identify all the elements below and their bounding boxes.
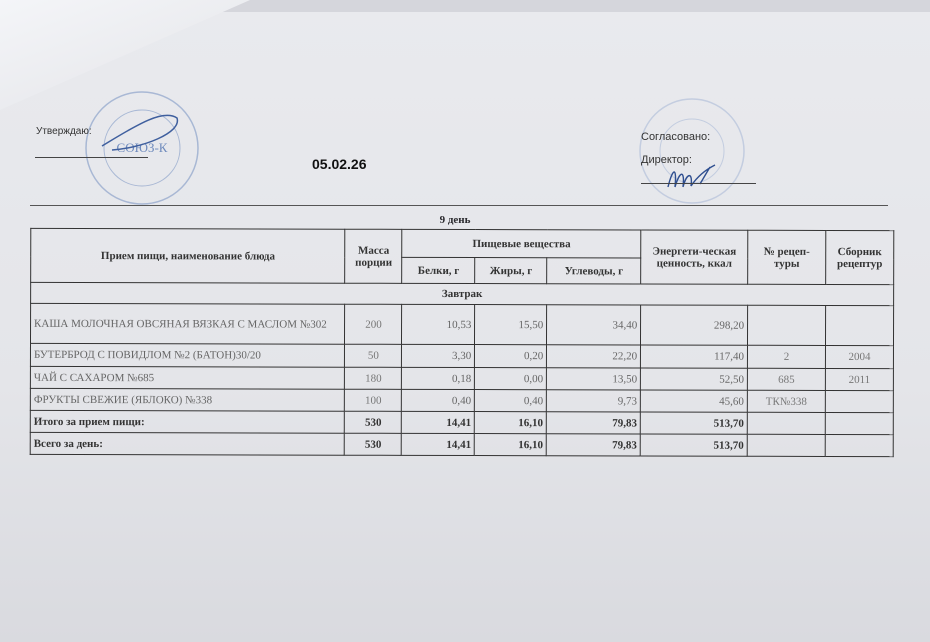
mass: 530 bbox=[344, 411, 402, 434]
collection bbox=[825, 412, 894, 435]
protein: 3,30 bbox=[401, 344, 475, 368]
carbs: 79,83 bbox=[546, 433, 641, 456]
carbs: 13,50 bbox=[546, 367, 641, 390]
carbs: 9,73 bbox=[546, 389, 641, 412]
dish-name: БУТЕРБРОД С ПОВИДЛОМ №2 (БАТОН)30/20 bbox=[30, 343, 345, 368]
carbs: 22,20 bbox=[546, 344, 641, 368]
protein: 14,41 bbox=[401, 411, 475, 434]
agreed-label: Согласовано: bbox=[641, 131, 711, 143]
mass: 200 bbox=[344, 304, 403, 345]
collection bbox=[825, 390, 894, 413]
energy: 298,20 bbox=[640, 304, 748, 346]
svg-text:СОЮЗ-К: СОЮЗ-К bbox=[117, 140, 168, 155]
collection bbox=[825, 434, 894, 457]
header-protein: Белки, г bbox=[402, 257, 476, 284]
carbs: 34,40 bbox=[546, 304, 641, 345]
day-total-label: Всего за день: bbox=[30, 432, 345, 456]
fat: 15,50 bbox=[474, 304, 547, 345]
header-fat: Жиры, г bbox=[474, 257, 547, 284]
dish-name: ЧАЙ С САХАРОМ №685 bbox=[30, 366, 345, 390]
recipe-no bbox=[747, 412, 826, 435]
menu-table: Прием пищи, наименование блюда Масса пор… bbox=[30, 228, 895, 457]
fat: 0,20 bbox=[474, 344, 547, 368]
header-energy: Энергети-ческая ценность, ккал bbox=[640, 229, 748, 285]
collection bbox=[825, 305, 894, 346]
page-edge bbox=[140, 0, 930, 12]
protein: 0,40 bbox=[401, 389, 475, 412]
protein: 10,53 bbox=[401, 304, 475, 345]
fat: 16,10 bbox=[474, 411, 547, 434]
header-name: Прием пищи, наименование блюда bbox=[30, 228, 346, 284]
protein: 14,41 bbox=[401, 433, 475, 456]
header-recipe-no: № рецеп-туры bbox=[747, 230, 826, 285]
carbs: 79,83 bbox=[546, 411, 641, 434]
director-label: Директор: bbox=[641, 154, 692, 166]
fat: 0,00 bbox=[474, 367, 547, 390]
header-collection: Сборник рецептур bbox=[825, 230, 894, 285]
table-row: ФРУКТЫ СВЕЖИЕ (ЯБЛОКО) №338 100 0,40 0,4… bbox=[30, 388, 894, 413]
dish-name: КАША МОЛОЧНАЯ ОВСЯНАЯ ВЯЗКАЯ С МАСЛОМ №3… bbox=[30, 303, 346, 345]
day-title: 9 день bbox=[439, 214, 471, 226]
header-mass: Масса порции bbox=[345, 229, 403, 284]
energy: 52,50 bbox=[640, 367, 748, 391]
table-row: БУТЕРБРОД С ПОВИДЛОМ №2 (БАТОН)30/20 50 … bbox=[30, 343, 894, 369]
collection: 2004 bbox=[825, 345, 894, 369]
mass: 100 bbox=[344, 389, 402, 412]
recipe-no bbox=[747, 434, 826, 457]
director-signature bbox=[667, 164, 716, 188]
mass: 50 bbox=[344, 344, 402, 368]
energy: 513,70 bbox=[640, 411, 748, 435]
mass: 530 bbox=[344, 433, 402, 456]
recipe-no: 685 bbox=[747, 368, 826, 391]
mass: 180 bbox=[344, 367, 402, 390]
meal-total-row: Итого за прием пищи: 530 14,41 16,10 79,… bbox=[30, 410, 894, 435]
fat: 0,40 bbox=[474, 389, 547, 412]
stamp-left: СОЮЗ-К bbox=[85, 91, 199, 205]
energy: 45,60 bbox=[640, 389, 748, 413]
recipe-no bbox=[747, 305, 826, 346]
section-breakfast: Завтрак bbox=[30, 282, 894, 306]
approved-label: Утверждаю: bbox=[36, 126, 92, 137]
menu-date: 05.02.26 bbox=[312, 156, 367, 172]
fat: 16,10 bbox=[474, 433, 547, 456]
energy: 117,40 bbox=[640, 344, 748, 369]
protein: 0,18 bbox=[401, 367, 475, 390]
energy: 513,70 bbox=[640, 433, 748, 457]
day-total-row: Всего за день: 530 14,41 16,10 79,83 513… bbox=[30, 432, 894, 457]
director-signature-line bbox=[641, 183, 756, 184]
collection: 2011 bbox=[825, 368, 894, 391]
table-row: ЧАЙ С САХАРОМ №685 180 0,18 0,00 13,50 5… bbox=[30, 366, 894, 391]
header-nutrients: Пищевые вещества bbox=[402, 229, 641, 258]
header-divider bbox=[30, 205, 888, 206]
table-row: КАША МОЛОЧНАЯ ОВСЯНАЯ ВЯЗКАЯ С МАСЛОМ №3… bbox=[30, 303, 894, 346]
meal-total-label: Итого за прием пищи: bbox=[30, 410, 345, 434]
recipe-no: 2 bbox=[747, 345, 826, 369]
dish-name: ФРУКТЫ СВЕЖИЕ (ЯБЛОКО) №338 bbox=[30, 388, 345, 412]
header-carbs: Углеводы, г bbox=[546, 257, 641, 284]
recipe-no: ТК№338 bbox=[747, 390, 826, 413]
approved-signature-line bbox=[35, 157, 148, 158]
